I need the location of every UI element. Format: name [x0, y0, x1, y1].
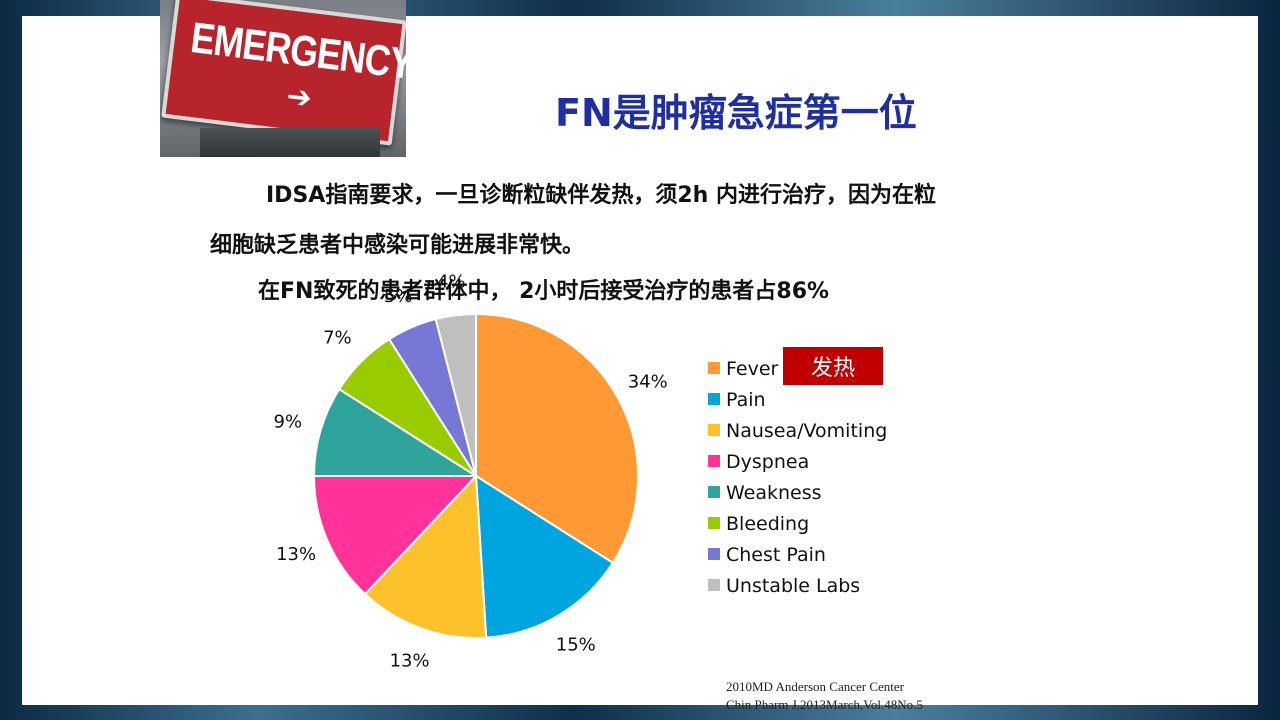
legend-swatch-bleeding — [708, 517, 720, 529]
legend-label-dyspnea: Dyspnea — [726, 451, 809, 473]
legend-label-fever: Fever — [726, 358, 779, 380]
legend-label-unstable-labs: Unstable Labs — [726, 575, 860, 597]
fever-badge: 发热 — [783, 347, 883, 385]
legend-swatch-chest-pain — [708, 548, 720, 560]
pie-slice-nausea-vomiting — [363, 473, 488, 639]
pie-slice-unstable-labs — [434, 312, 477, 477]
data-label-bleeding: 7% — [323, 327, 352, 348]
pie-slice-dyspnea — [312, 475, 479, 596]
data-label-weakness: 9% — [274, 411, 303, 432]
data-label-unstable-labs: 4% — [437, 272, 466, 293]
emergency-sign-photo: EMERGENCY ➔ — [160, 0, 406, 157]
pie-slice-pain — [474, 474, 615, 639]
legend-swatch-nausea-vomiting — [708, 424, 720, 436]
guideline-paragraph-line1: IDSA指南要求，一旦诊断粒缺伴发热，须2h 内进行治疗，因为在粒 — [266, 183, 936, 208]
legend-swatch-fever — [708, 362, 720, 374]
citation: 2010MD Anderson Cancer Center Chin Pharm… — [726, 678, 923, 714]
citation-line-1: 2010MD Anderson Cancer Center — [726, 679, 904, 694]
sign-pole — [200, 128, 380, 157]
legend-label-bleeding: Bleeding — [726, 513, 809, 535]
citation-line-2: Chin Pharm J,2013March,Vol.48No.5 — [726, 697, 923, 712]
legend-label-weakness: Weakness — [726, 482, 822, 504]
data-label-pain: 15% — [556, 635, 596, 656]
slide-title: FN是肿瘤急症第一位 — [555, 91, 917, 135]
legend-swatch-dyspnea — [708, 455, 720, 467]
legend-label-pain: Pain — [726, 389, 766, 411]
legend-swatch-pain — [708, 393, 720, 405]
mortality-statement: 在FN致死的患者群体中， 2小时后接受治疗的患者占86% — [258, 279, 830, 304]
legend-swatch-unstable-labs — [708, 579, 720, 591]
legend-swatch-weakness — [708, 486, 720, 498]
pie-slice-weakness — [312, 387, 480, 477]
data-label-fever: 34% — [628, 372, 668, 393]
guideline-paragraph-line2: 细胞缺乏患者中感染可能进展非常快。 — [210, 233, 585, 258]
legend-label-chest-pain: Chest Pain — [726, 544, 826, 566]
data-label-chest-pain: 5% — [384, 286, 413, 307]
legend-label-nausea-vomiting: Nausea/Vomiting — [726, 420, 887, 442]
data-label-nausea-vomiting: 13% — [390, 650, 430, 671]
data-label-dyspnea: 13% — [276, 544, 316, 565]
